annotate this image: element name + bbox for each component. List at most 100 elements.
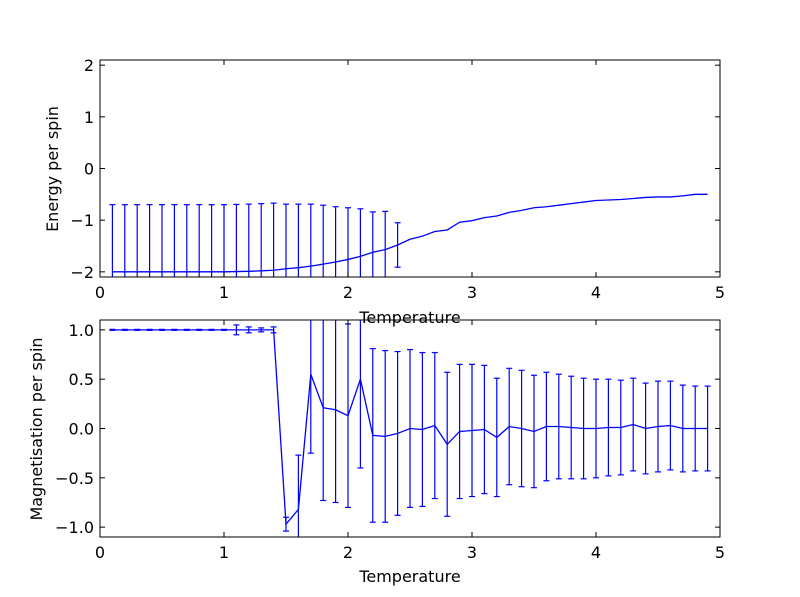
magnetisation-data-point: [334, 408, 337, 411]
magnetisation-data-point: [223, 328, 226, 331]
magnetisation-xtick-label: 0: [95, 543, 105, 562]
energy-data-point: [247, 270, 250, 273]
energy-ytick-label: −1: [70, 211, 94, 230]
magnetisation-data-point: [260, 328, 263, 331]
magnetisation-data-point: [185, 328, 188, 331]
energy-ylabel: Energy per spin: [43, 106, 62, 232]
energy-data-point: [198, 270, 201, 273]
magnetisation-data-point: [471, 429, 474, 432]
energy-data-point: [285, 267, 288, 270]
energy-xtick-label: 5: [715, 283, 725, 302]
energy-data-point: [433, 230, 436, 233]
energy-data-point: [409, 238, 412, 241]
energy-data-point: [359, 255, 362, 258]
energy-data-point: [260, 269, 263, 272]
energy-data-point: [161, 270, 164, 273]
energy-data-point: [111, 270, 114, 273]
magnetisation-xtick-label: 3: [467, 543, 477, 562]
energy-data-point: [595, 199, 598, 202]
energy-data-point: [508, 211, 511, 214]
energy-data-point: [520, 209, 523, 212]
energy-data-point: [210, 270, 213, 273]
energy-data-point: [421, 235, 424, 238]
magnetisation-data-point: [396, 432, 399, 435]
magnetisation-data-point: [371, 434, 374, 437]
energy-xtick-label: 4: [591, 283, 601, 302]
energy-xtick-label: 2: [343, 283, 353, 302]
magnetisation-data-point: [508, 425, 511, 428]
magnetisation-data-group: [109, 320, 711, 537]
magnetisation-data-point: [309, 373, 312, 376]
energy-data-point: [185, 270, 188, 273]
magnetisation-data-point: [607, 426, 610, 429]
energy-data-point: [694, 193, 697, 196]
energy-series-line: [112, 193, 708, 273]
magnetisation-data-point: [619, 426, 622, 429]
energy-data-point: [607, 199, 610, 202]
magnetisation-data-point: [644, 427, 647, 430]
magnetisation-ytick-label: 0.0: [69, 420, 94, 439]
energy-data-point: [123, 270, 126, 273]
energy-data-point: [533, 206, 536, 209]
magnetisation-data-point: [210, 328, 213, 331]
magnetisation-data-point: [235, 328, 238, 331]
energy-data-point: [458, 221, 461, 224]
energy-data-point: [396, 243, 399, 246]
magnetisation-data-point: [632, 423, 635, 426]
energy-data-point: [644, 196, 647, 199]
magnetisation-data-point: [421, 428, 424, 431]
magnetisation-series-line: [112, 329, 708, 526]
magnetisation-subplot: Magnetisation per spin Temperature 0 1 2 3 4…: [27, 319, 725, 586]
magnetisation-data-point: [657, 425, 660, 428]
magnetisation-data-point: [384, 435, 387, 438]
energy-data-point: [495, 215, 498, 218]
energy-data-point: [322, 263, 325, 266]
energy-data-point: [545, 205, 548, 208]
energy-xtick-label: 3: [467, 283, 477, 302]
magnetisation-data-point: [433, 424, 436, 427]
energy-data-point: [446, 228, 449, 231]
energy-data-point: [371, 251, 374, 254]
energy-data-point: [384, 248, 387, 251]
energy-data-point: [681, 194, 684, 197]
energy-data-point: [173, 270, 176, 273]
energy-data-point: [272, 269, 275, 272]
magnetisation-data-point: [545, 425, 548, 428]
energy-data-point: [483, 216, 486, 219]
energy-ytick-label: 1: [84, 108, 94, 127]
magnetisation-ytick-label: −1.0: [55, 518, 94, 537]
magnetisation-data-point: [136, 328, 139, 331]
energy-xlabel: Temperature: [358, 308, 460, 327]
magnetisation-data-point: [483, 428, 486, 431]
magnetisation-data-point: [694, 427, 697, 430]
energy-data-point: [235, 270, 238, 273]
magnetisation-data-point: [173, 328, 176, 331]
magnetisation-ytick-label: 0.5: [69, 370, 94, 389]
magnetisation-ytick-label: −0.5: [55, 469, 94, 488]
energy-ytick-label: 2: [84, 56, 94, 75]
magnetisation-xtick-label: 2: [343, 543, 353, 562]
energy-data-point: [309, 265, 312, 268]
energy-data-point: [657, 195, 660, 198]
energy-ytick-label: −2: [70, 263, 94, 282]
energy-xtick-label: 1: [219, 283, 229, 302]
magnetisation-data-point: [669, 424, 672, 427]
energy-subplot: Energy per spin Temperature 0 1 2 3 4 5 −2 −1 0 1…: [43, 56, 725, 327]
magnetisation-ylabel: Magnetisation per spin: [27, 337, 46, 520]
energy-data-point: [557, 204, 560, 207]
energy-data-point: [619, 198, 622, 201]
magnetisation-data-point: [409, 427, 412, 430]
magnetisation-xtick-label: 5: [715, 543, 725, 562]
magnetisation-data-point: [595, 427, 598, 430]
magnetisation-data-point: [347, 414, 350, 417]
energy-data-point: [148, 270, 151, 273]
energy-data-point: [570, 202, 573, 205]
magnetisation-data-point: [285, 523, 288, 526]
magnetisation-data-point: [495, 436, 498, 439]
energy-data-group: [109, 193, 708, 277]
energy-data-point: [136, 270, 139, 273]
magnetisation-data-point: [706, 427, 709, 430]
magnetisation-data-point: [148, 328, 151, 331]
magnetisation-data-point: [272, 328, 275, 331]
